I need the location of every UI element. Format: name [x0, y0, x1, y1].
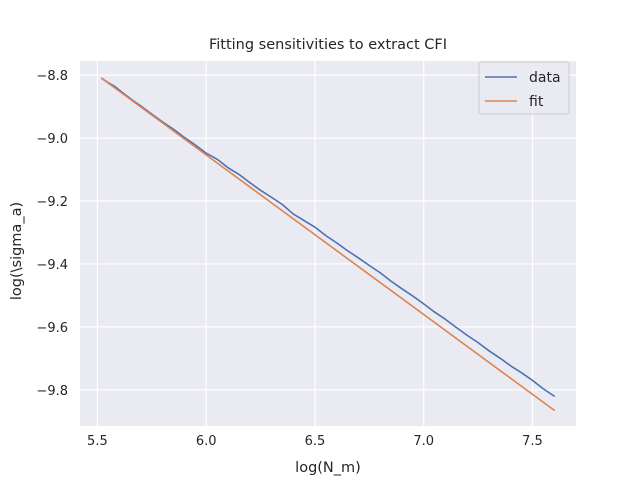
y-tick-label: −9.4: [36, 258, 68, 273]
series-line-fit: [100, 77, 556, 412]
x-tick-label: 6.5: [305, 434, 326, 449]
x-tick-labels: 5.5 6.0 6.5 7.0 7.5: [87, 434, 543, 449]
y-tick-label: −8.8: [36, 69, 68, 84]
chart-title: Fitting sensitivities to extract CFI: [209, 37, 447, 53]
y-axis-label: log(\sigma_a): [9, 202, 25, 300]
y-tick-label: −9.0: [36, 132, 68, 147]
y-tick-label: −9.8: [36, 384, 68, 399]
legend: data fit: [478, 61, 570, 115]
y-tick-labels: −8.8 −9.0 −9.2 −9.4 −9.6 −9.8: [36, 69, 68, 399]
y-tick-label: −9.6: [36, 321, 68, 336]
x-tick-label: 7.0: [413, 434, 434, 449]
series-layer: [100, 77, 556, 412]
series-line-data: [100, 77, 556, 397]
grid-lines: [80, 61, 576, 426]
x-tick-label: 5.5: [87, 434, 108, 449]
x-tick-label: 7.5: [522, 434, 543, 449]
legend-label-data: data: [529, 70, 561, 86]
x-tick-label: 6.0: [196, 434, 217, 449]
legend-label-fit: fit: [529, 94, 544, 110]
y-tick-label: −9.2: [36, 195, 68, 210]
x-axis-label: log(N_m): [295, 460, 361, 476]
